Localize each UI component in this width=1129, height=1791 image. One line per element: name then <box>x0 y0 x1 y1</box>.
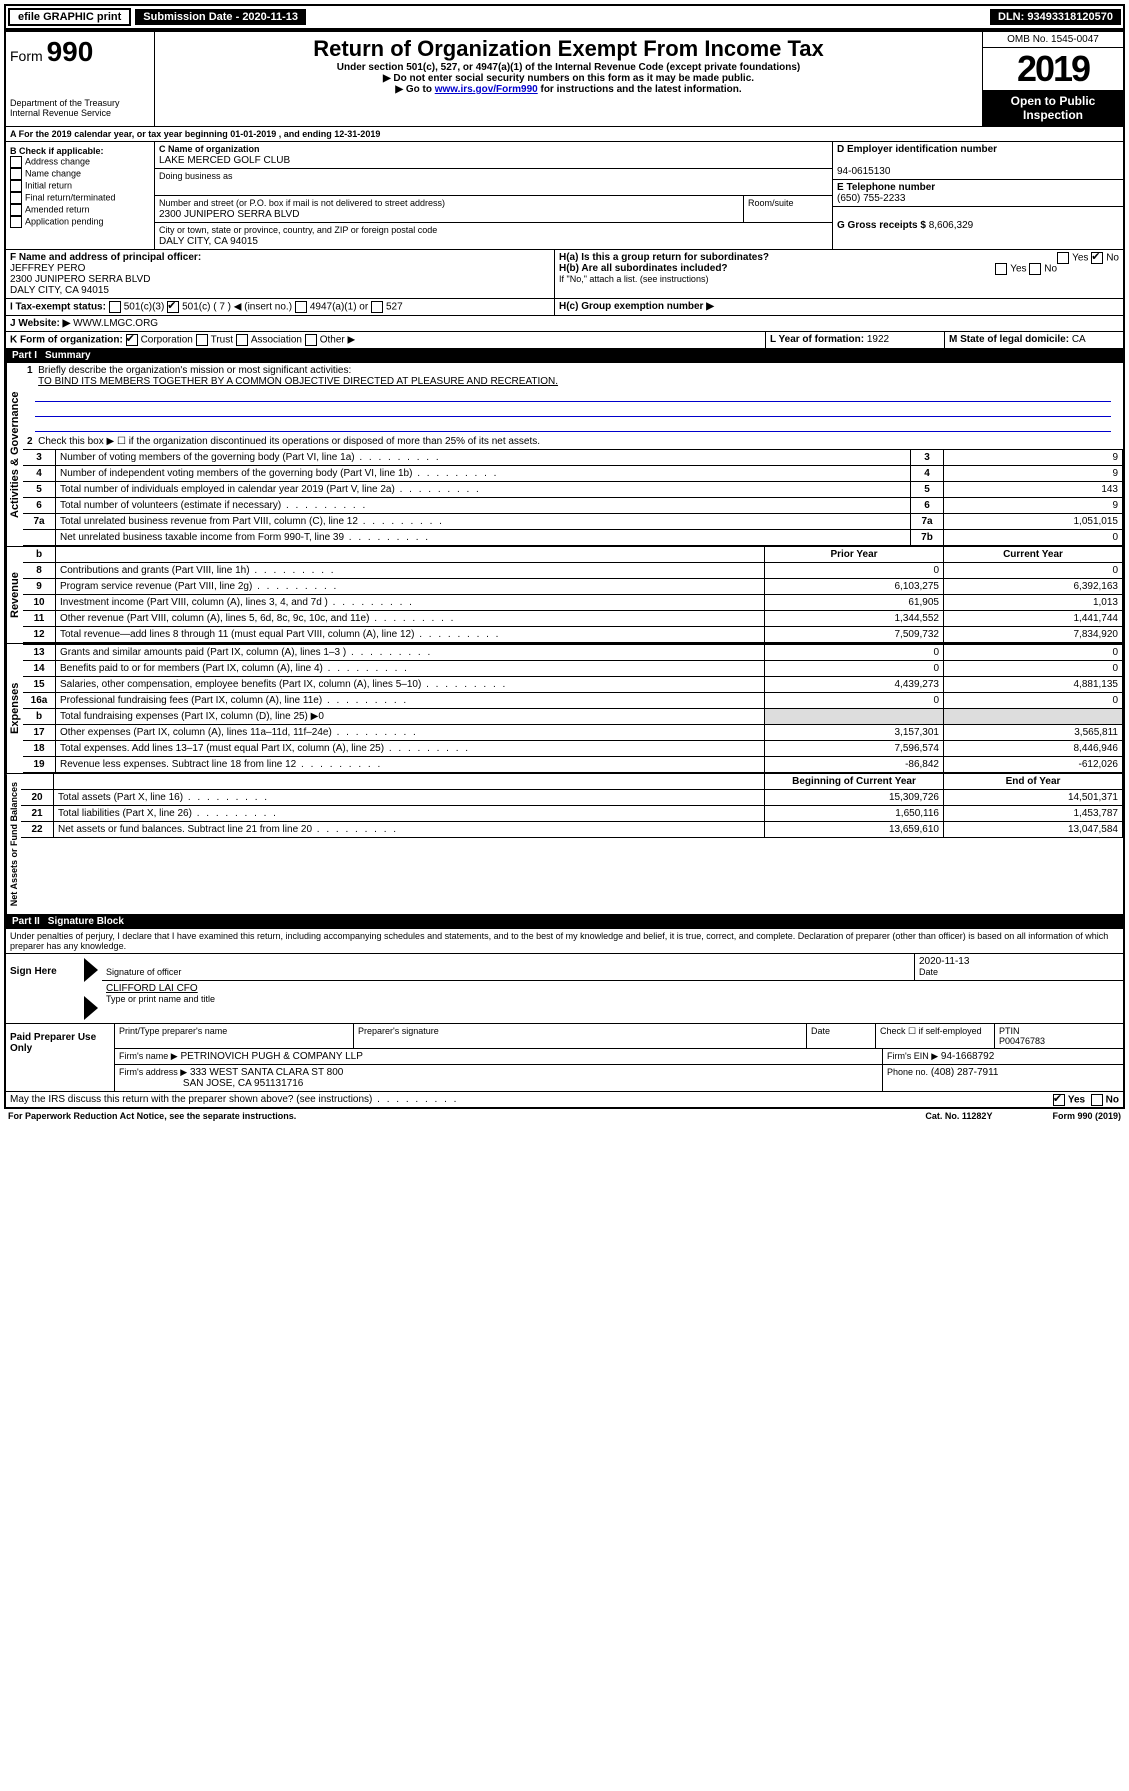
table-row: 12Total revenue—add lines 8 through 11 (… <box>23 627 1123 643</box>
table-row: 15Salaries, other compensation, employee… <box>23 677 1123 693</box>
dln-label: DLN: 93493318120570 <box>990 9 1121 25</box>
table-row: 4Number of independent voting members of… <box>23 466 1123 482</box>
table-row: 17Other expenses (Part IX, column (A), l… <box>23 725 1123 741</box>
section-governance: Activities & Governance <box>6 363 23 546</box>
table-row: 21Total liabilities (Part X, line 26)1,6… <box>21 806 1123 822</box>
form-container: Form 990 Department of the Treasury Inte… <box>4 30 1125 1109</box>
arrow-icon <box>84 958 98 982</box>
section-expenses: Expenses <box>6 644 23 773</box>
footer: For Paperwork Reduction Act Notice, see … <box>4 1109 1125 1123</box>
table-row: Net unrelated business taxable income fr… <box>23 530 1123 546</box>
website: WWW.LMGC.ORG <box>73 318 158 329</box>
form-title: Return of Organization Exempt From Incom… <box>159 36 978 62</box>
city-state-zip: DALY CITY, CA 94015 <box>159 236 258 247</box>
form-number-box: Form 990 Department of the Treasury Inte… <box>6 32 155 126</box>
firm-name: PETRINOVICH PUGH & COMPANY LLP <box>180 1051 362 1062</box>
note-2: ▶ Go to www.irs.gov/Form990 for instruct… <box>159 84 978 95</box>
perjury-statement: Under penalties of perjury, I declare th… <box>6 929 1123 953</box>
table-row: 16aProfessional fundraising fees (Part I… <box>23 693 1123 709</box>
tax-year: 2019 <box>983 48 1123 90</box>
box-f: F Name and address of principal officer:… <box>6 250 555 298</box>
mission-text: TO BIND ITS MEMBERS TOGETHER BY A COMMON… <box>38 376 558 387</box>
table-row: 18Total expenses. Add lines 13–17 (must … <box>23 741 1123 757</box>
note-1: ▶ Do not enter social security numbers o… <box>159 73 978 84</box>
omb-number: OMB No. 1545-0047 <box>983 32 1123 48</box>
table-row: 3Number of voting members of the governi… <box>23 450 1123 466</box>
ein: 94-0615130 <box>837 166 890 177</box>
summary-top-table: 3Number of voting members of the governi… <box>23 449 1123 546</box>
table-row: 6Total number of volunteers (estimate if… <box>23 498 1123 514</box>
form-subtitle: Under section 501(c), 527, or 4947(a)(1)… <box>159 62 978 73</box>
table-row: 7aTotal unrelated business revenue from … <box>23 514 1123 530</box>
section-net-assets: Net Assets or Fund Balances <box>6 774 21 914</box>
table-row: 14Benefits paid to or for members (Part … <box>23 661 1123 677</box>
table-row: 19Revenue less expenses. Subtract line 1… <box>23 757 1123 773</box>
discuss-question: May the IRS discuss this return with the… <box>6 1091 1123 1107</box>
arrow-icon <box>84 996 98 1020</box>
efile-button[interactable]: efile GRAPHIC print <box>8 8 131 26</box>
dept-label: Department of the Treasury Internal Reve… <box>10 98 150 118</box>
sign-here-label: Sign Here <box>6 954 84 1023</box>
line-a: A For the 2019 calendar year, or tax yea… <box>6 126 1123 141</box>
part-i-header: Part I Summary <box>6 348 1123 363</box>
box-b: B Check if applicable: Address change Na… <box>6 142 155 249</box>
ptin: P00476783 <box>999 1036 1045 1046</box>
table-row: 9Program service revenue (Part VIII, lin… <box>23 579 1123 595</box>
street-address: 2300 JUNIPERO SERRA BLVD <box>159 209 299 220</box>
section-revenue: Revenue <box>6 547 23 643</box>
irs-link[interactable]: www.irs.gov/Form990 <box>435 84 538 95</box>
table-row: 10Investment income (Part VIII, column (… <box>23 595 1123 611</box>
table-row: bTotal fundraising expenses (Part IX, co… <box>23 709 1123 725</box>
org-name: LAKE MERCED GOLF CLUB <box>159 155 290 166</box>
top-toolbar: efile GRAPHIC print Submission Date - 20… <box>4 4 1125 30</box>
table-row: 20Total assets (Part X, line 16)15,309,7… <box>21 790 1123 806</box>
paid-preparer-label: Paid Preparer Use Only <box>6 1024 114 1091</box>
table-row: 11Other revenue (Part VIII, column (A), … <box>23 611 1123 627</box>
phone: (650) 755-2233 <box>837 193 905 204</box>
table-row: 5Total number of individuals employed in… <box>23 482 1123 498</box>
officer-name: CLIFFORD LAI CFO <box>106 983 198 994</box>
inspection-label: Open to Public Inspection <box>983 90 1123 126</box>
submission-date-button[interactable]: Submission Date - 2020-11-13 <box>135 9 306 25</box>
table-row: 22Net assets or fund balances. Subtract … <box>21 822 1123 838</box>
part-ii-header: Part II Signature Block <box>6 914 1123 929</box>
gross-receipts: 8,606,329 <box>929 220 974 231</box>
table-row: 13Grants and similar amounts paid (Part … <box>23 645 1123 661</box>
table-row: 8Contributions and grants (Part VIII, li… <box>23 563 1123 579</box>
